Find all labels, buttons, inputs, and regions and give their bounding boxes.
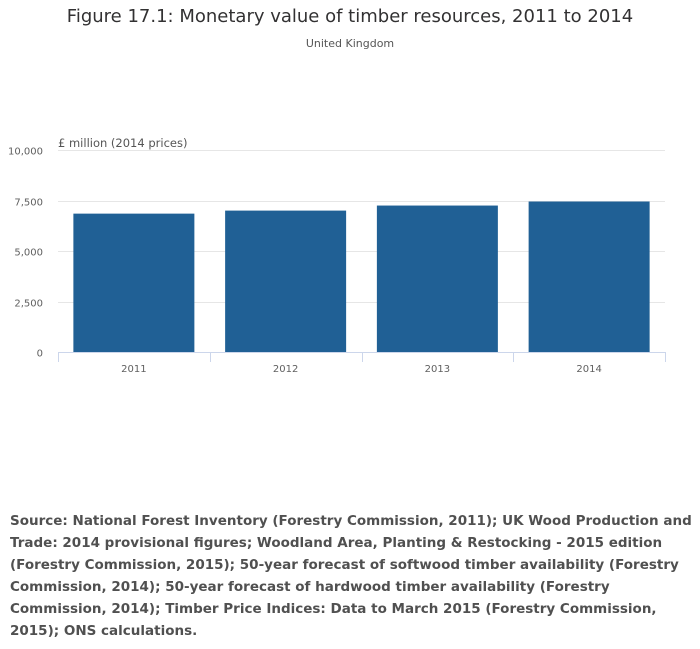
y-tick-label: 5,000 <box>14 248 43 259</box>
x-tick-label: 2013 <box>425 364 450 375</box>
source-note: Source: National Forest Inventory (Fores… <box>10 513 692 639</box>
bar-chart: 0 2,500 5,000 7,500 10,000 £ million (2014 p… <box>8 136 666 375</box>
x-tick-label: 2014 <box>576 364 601 375</box>
bar-2013 <box>376 205 498 352</box>
bar-2014 <box>528 201 650 352</box>
y-tick-label: 0 <box>37 349 43 360</box>
y-axis-label: £ million (2014 prices) <box>58 136 187 150</box>
y-tick-label: 2,500 <box>14 299 43 310</box>
chart-title: Figure 17.1: Monetary value of timber re… <box>66 6 634 27</box>
bars <box>73 201 650 352</box>
x-axis-ticks: 2011 2012 2013 2014 <box>58 352 666 375</box>
chart-subtitle: United Kingdom <box>305 37 395 50</box>
x-tick-label: 2011 <box>121 364 146 375</box>
y-tick-label: 10,000 <box>8 147 43 158</box>
x-tick-label: 2012 <box>273 364 298 375</box>
bar-2011 <box>73 213 195 352</box>
y-axis-ticks: 0 2,500 5,000 7,500 10,000 <box>8 147 43 360</box>
y-tick-label: 7,500 <box>14 198 43 209</box>
bar-2012 <box>225 210 347 352</box>
